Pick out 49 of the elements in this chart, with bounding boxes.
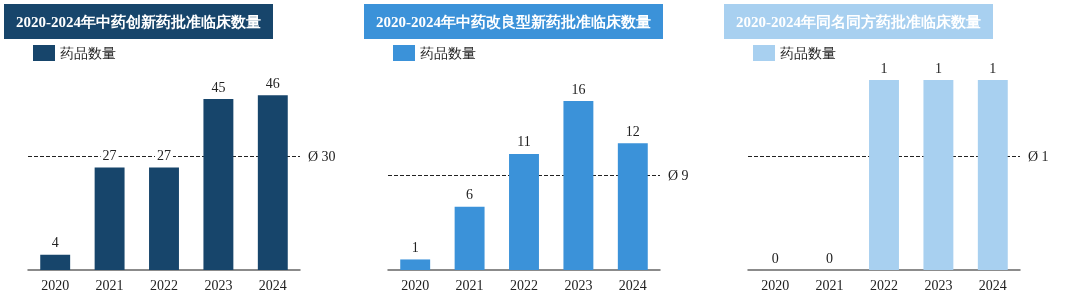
data-label: 11 (517, 134, 531, 150)
data-label: 1 (880, 60, 888, 76)
x-tick-label: 2020 (761, 277, 790, 293)
bar (149, 167, 179, 270)
data-label: 1 (989, 60, 997, 76)
bar (257, 95, 288, 270)
x-tick-label: 2023 (564, 277, 593, 293)
x-tick-label: 2020 (401, 277, 430, 293)
x-tick-label: 2020 (41, 277, 70, 293)
ref-line-label: Ø 9 (668, 167, 689, 183)
data-label: 4 (51, 235, 59, 251)
legend-label: 药品数量 (780, 45, 836, 61)
data-label: 6 (466, 187, 474, 203)
chart-title: 2020-2024年同名同方药批准临床数量 (736, 12, 981, 30)
bar (563, 101, 594, 270)
legend-label: 药品数量 (420, 45, 476, 61)
bar (617, 143, 648, 270)
x-tick-label: 2023 (204, 277, 233, 293)
bar (400, 259, 431, 270)
x-tick-label: 2021 (815, 277, 844, 293)
chart-title: 2020-2024年中药改良型新药批准临床数量 (376, 12, 651, 30)
ref-line-label: Ø 1 (1028, 148, 1049, 164)
x-tick-label: 2022 (870, 277, 898, 293)
data-label: 27 (102, 147, 117, 163)
bar (40, 254, 71, 270)
data-label: 27 (157, 147, 171, 163)
data-label: 46 (265, 75, 280, 91)
x-tick-label: 2024 (618, 277, 647, 293)
ref-line-label: Ø 30 (308, 148, 336, 164)
bar (203, 99, 234, 270)
x-tick-label: 2022 (510, 277, 538, 293)
bar (94, 167, 125, 270)
bar (454, 206, 485, 270)
data-label: 0 (826, 250, 834, 266)
x-tick-label: 2024 (978, 277, 1007, 293)
data-label: 0 (771, 250, 779, 266)
legend-label: 药品数量 (60, 45, 116, 61)
data-label: 1 (934, 60, 942, 76)
data-label: 12 (625, 123, 640, 139)
x-tick-label: 2023 (924, 277, 953, 293)
data-label: 16 (571, 81, 586, 97)
chart-title: 2020-2024年中药创新药批准临床数量 (16, 12, 261, 30)
data-label: 45 (211, 79, 226, 95)
data-label: 1 (411, 239, 419, 255)
bar (509, 153, 539, 270)
x-tick-label: 2024 (258, 277, 287, 293)
x-tick-label: 2022 (150, 277, 178, 293)
x-tick-label: 2021 (95, 277, 124, 293)
x-tick-label: 2021 (455, 277, 484, 293)
